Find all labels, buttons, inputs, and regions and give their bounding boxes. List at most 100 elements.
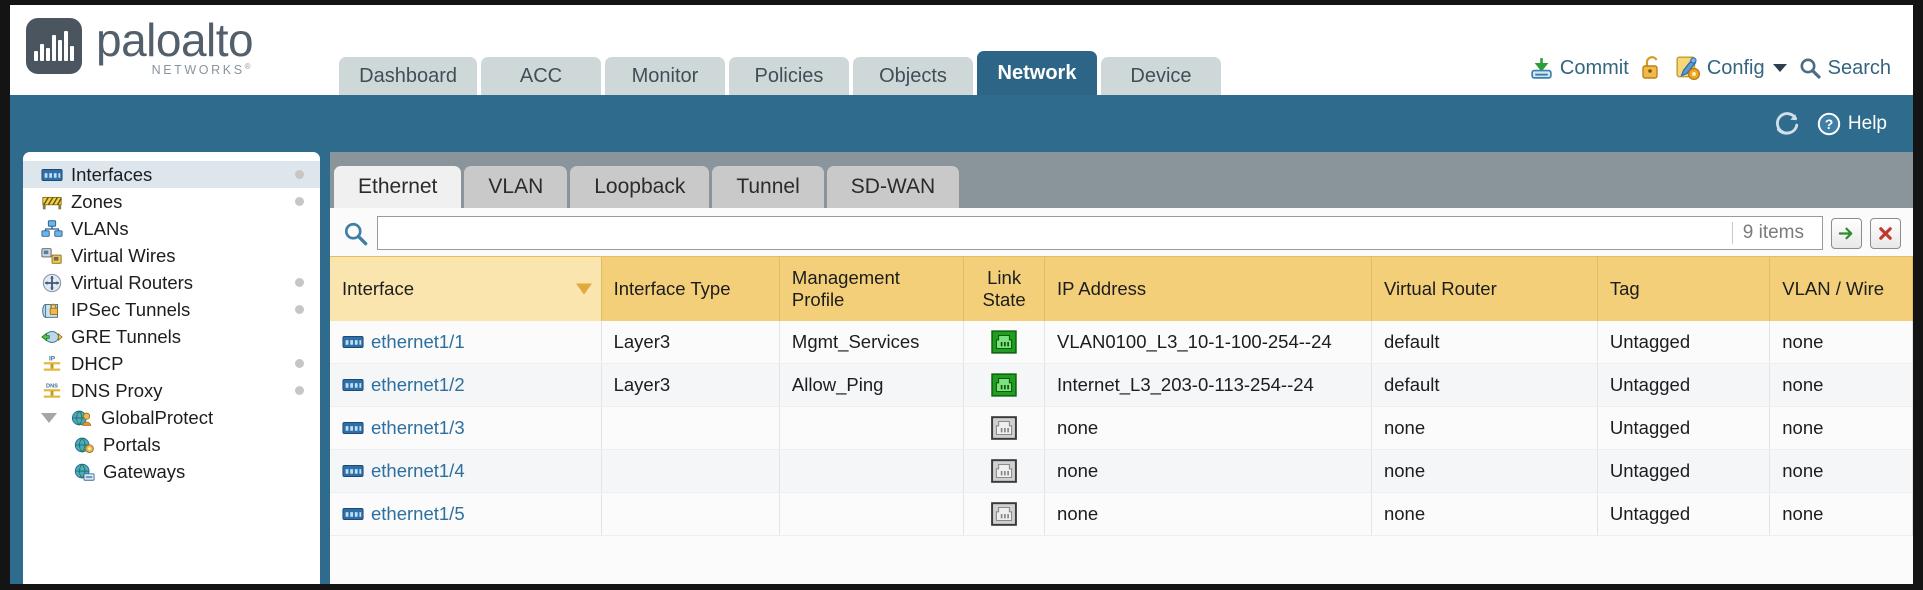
col-header-ip-address[interactable]: IP Address xyxy=(1044,256,1372,321)
clear-filter-button[interactable] xyxy=(1870,217,1901,249)
window-frame-left xyxy=(0,0,10,590)
nic-icon xyxy=(342,422,364,434)
col-header-interface-type[interactable]: Interface Type xyxy=(601,256,780,321)
cell-tag: Untagged xyxy=(1597,449,1771,493)
nav-tab-device[interactable]: Device xyxy=(1100,57,1221,95)
commit-button[interactable]: Commit xyxy=(1529,56,1629,81)
nav-tab-dashboard[interactable]: Dashboard xyxy=(339,57,477,95)
cell-virtual-router: none xyxy=(1371,492,1598,536)
sidebar-item-dns-proxy[interactable]: DNS DNS Proxy xyxy=(23,377,320,404)
ethernet-panel: 9 items xyxy=(330,208,1913,585)
nav-tab-network[interactable]: Network xyxy=(976,51,1097,95)
sidebar-item-zones[interactable]: Zones xyxy=(23,188,320,215)
cell-interface: ethernet1/2 xyxy=(330,363,602,407)
sidebar-item-label: Gateways xyxy=(103,460,186,482)
cell-interface-type: Layer3 xyxy=(601,363,780,407)
sidebar-item-gre-tunnels[interactable]: GRE Tunnels xyxy=(23,323,320,350)
cell-interface: ethernet1/1 xyxy=(330,321,602,364)
sidebar-item-vlans[interactable]: VLANs xyxy=(23,215,320,242)
cell-tag: Untagged xyxy=(1597,363,1771,407)
gateway-icon xyxy=(74,463,95,481)
sidebar-status-dot xyxy=(295,170,304,179)
paloalto-logo[interactable]: paloalto NETWORKS® xyxy=(26,16,254,77)
table-row[interactable]: ethernet1/5 xyxy=(330,492,1913,536)
col-header-tag[interactable]: Tag xyxy=(1597,256,1771,321)
config-menu[interactable]: Config xyxy=(1675,55,1787,81)
sub-header-band: ? Help xyxy=(10,95,1913,152)
tab-vlan[interactable]: VLAN xyxy=(464,166,568,208)
filter-search-icon[interactable] xyxy=(342,220,369,247)
expander-caret-icon[interactable] xyxy=(41,412,57,423)
interface-link[interactable]: ethernet1/2 xyxy=(371,374,465,395)
table-row[interactable]: ethernet1/1 Layer3 Mgmt_Services xyxy=(330,321,1913,364)
logo-brand-sub: NETWORKS® xyxy=(96,62,253,77)
arrow-right-icon xyxy=(1838,227,1853,239)
table-row[interactable]: ethernet1/2 Layer3 Allow_Ping xyxy=(330,363,1913,407)
sidebar-item-label: VLANs xyxy=(71,217,129,239)
table-head: Interface Interface Type Management Prof… xyxy=(330,256,1913,321)
sidebar-item-virtual-routers[interactable]: Virtual Routers xyxy=(23,269,320,296)
cell-ip-address: VLAN0100_L3_10-1-100-254--24 xyxy=(1044,321,1372,364)
search-input[interactable] xyxy=(386,223,1732,243)
sidebar-item-label: DNS Proxy xyxy=(71,379,163,401)
col-header-vlan-wire[interactable]: VLAN / Wire xyxy=(1769,256,1913,321)
col-header-link-state[interactable]: Link State xyxy=(963,256,1046,321)
apply-filter-button[interactable] xyxy=(1831,217,1862,249)
cell-virtual-router: default xyxy=(1371,363,1598,407)
refresh-icon[interactable] xyxy=(1773,111,1801,137)
col-header-interface[interactable]: Interface xyxy=(330,256,602,321)
table-header-row: Interface Interface Type Management Prof… xyxy=(330,256,1913,321)
cell-management-profile: Mgmt_Services xyxy=(779,321,965,364)
interface-link[interactable]: ethernet1/4 xyxy=(371,460,465,481)
chevron-down-icon xyxy=(1772,64,1787,72)
nav-tab-objects[interactable]: Objects xyxy=(852,57,973,95)
sidebar-status-dot xyxy=(295,305,304,314)
sidebar-item-portals[interactable]: Portals xyxy=(23,431,320,458)
lock-icon[interactable] xyxy=(1640,55,1664,81)
tab-sd-wan[interactable]: SD-WAN xyxy=(826,166,960,208)
cell-ip-address: none xyxy=(1044,406,1372,450)
cell-management-profile xyxy=(779,406,965,450)
interface-link[interactable]: ethernet1/1 xyxy=(371,331,465,352)
table-row[interactable]: ethernet1/4 xyxy=(330,449,1913,493)
sidebar-item-dhcp[interactable]: IP DHCP xyxy=(23,350,320,377)
tab-tunnel[interactable]: Tunnel xyxy=(712,166,824,208)
sidebar-item-ipsec-tunnels[interactable]: IPSec Tunnels xyxy=(23,296,320,323)
ipsec-tunnel-icon xyxy=(42,303,59,318)
sidebar-item-label: GlobalProtect xyxy=(101,406,214,428)
sidebar-item-globalprotect[interactable]: GlobalProtect xyxy=(23,404,320,431)
search-button[interactable]: Search xyxy=(1798,56,1891,80)
window-frame-right xyxy=(1913,0,1923,590)
cell-ip-address: Internet_L3_203-0-113-254--24 xyxy=(1044,363,1372,407)
link-state-down-icon xyxy=(991,502,1018,526)
cell-interface: ethernet1/5 xyxy=(330,492,602,536)
cell-link-state xyxy=(963,321,1046,364)
window-frame-top xyxy=(0,0,1923,5)
nav-tab-policies[interactable]: Policies xyxy=(728,57,849,95)
tab-ethernet[interactable]: Ethernet xyxy=(334,166,462,208)
nav-tab-acc[interactable]: ACC xyxy=(480,57,601,95)
sidebar-item-label: IPSec Tunnels xyxy=(71,298,191,320)
tab-loopback[interactable]: Loopback xyxy=(570,166,710,208)
sidebar-item-gateways[interactable]: Gateways xyxy=(23,458,320,485)
interface-link[interactable]: ethernet1/5 xyxy=(371,503,465,524)
col-header-virtual-router[interactable]: Virtual Router xyxy=(1371,256,1598,321)
help-icon: ? xyxy=(1817,112,1841,135)
cell-virtual-router: none xyxy=(1371,406,1598,450)
nic-icon xyxy=(342,336,364,348)
interfaces-table: Interface Interface Type Management Prof… xyxy=(330,256,1913,536)
search-input-wrap[interactable]: 9 items xyxy=(377,216,1823,250)
col-header-management-profile[interactable]: Management Profile xyxy=(779,256,965,321)
cell-ip-address: none xyxy=(1044,492,1372,536)
nav-tab-monitor[interactable]: Monitor xyxy=(604,57,725,95)
sort-descending-icon[interactable] xyxy=(575,283,592,295)
interface-link[interactable]: ethernet1/3 xyxy=(371,417,465,438)
table-row[interactable]: ethernet1/3 xyxy=(330,406,1913,450)
sidebar-status-dot xyxy=(295,278,304,287)
sidebar-item-virtual-wires[interactable]: Virtual Wires xyxy=(23,242,320,269)
sidebar-item-interfaces[interactable]: Interfaces xyxy=(23,161,320,188)
filter-bar: 9 items xyxy=(330,208,1913,256)
cell-interface-type xyxy=(601,492,780,536)
help-button[interactable]: ? Help xyxy=(1817,112,1887,136)
